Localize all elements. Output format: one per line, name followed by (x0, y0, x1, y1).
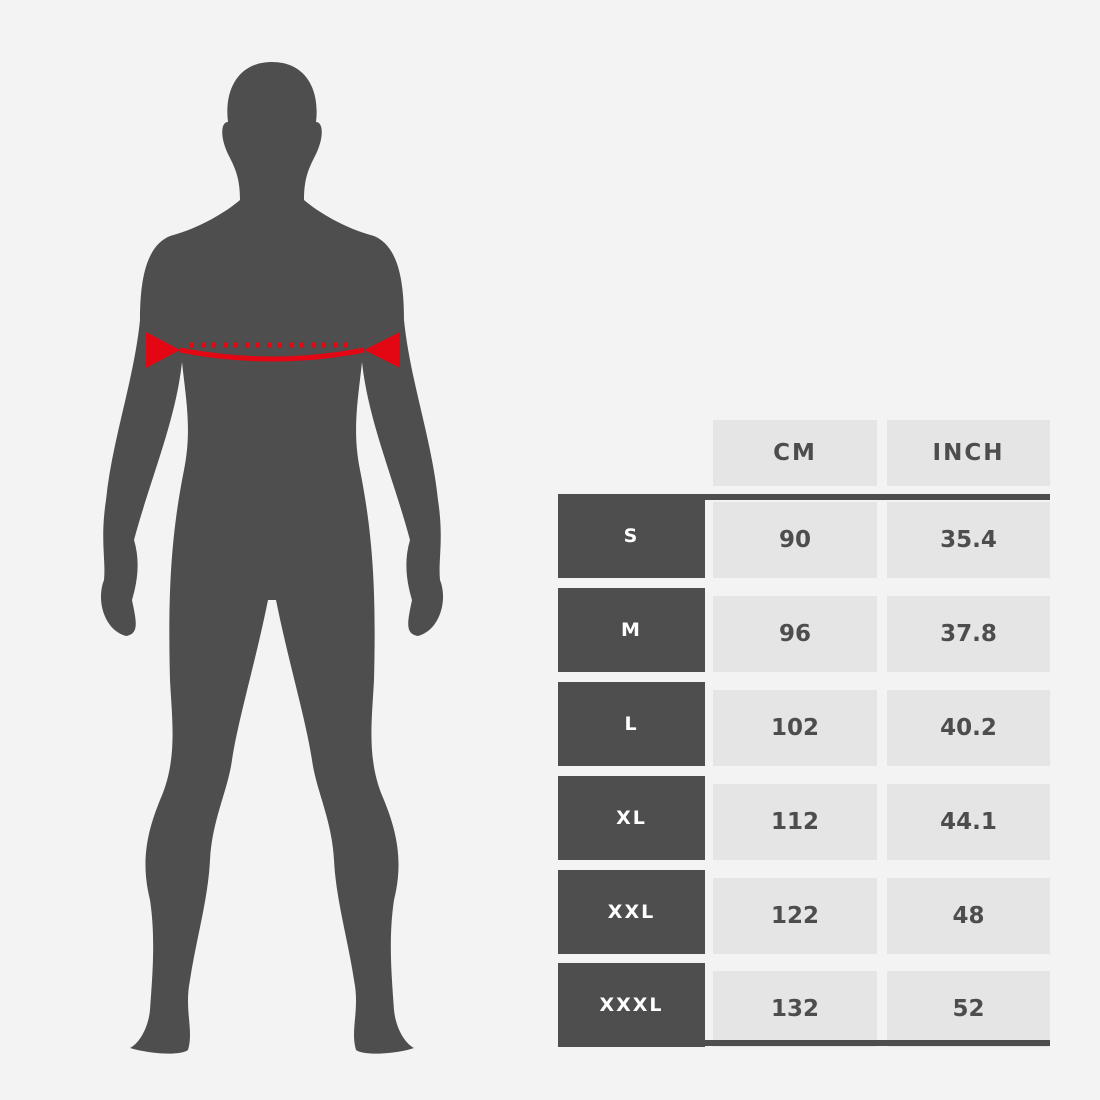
measure-line (179, 347, 365, 362)
cm-value: 102 (713, 690, 877, 766)
left-arrow-icon (146, 332, 180, 368)
cm-value: 122 (713, 878, 877, 954)
table-top-rule (705, 494, 1050, 500)
chest-measure-indicator (146, 332, 400, 368)
size-label: S (558, 494, 705, 578)
table-row: L 102 40.2 (558, 682, 1050, 766)
right-arrow-icon (364, 332, 400, 368)
table-row: XXL 122 48 (558, 870, 1050, 954)
cm-value: 132 (713, 971, 877, 1047)
table-row: M 96 37.8 (558, 588, 1050, 672)
header-inch: INCH (887, 420, 1050, 486)
table-row: XL 112 44.1 (558, 776, 1050, 860)
human-figure (100, 62, 444, 1054)
body-silhouette (100, 62, 444, 1054)
inch-value: 35.4 (887, 502, 1050, 578)
table-bottom-rule (558, 1040, 1050, 1046)
cm-value: 112 (713, 784, 877, 860)
inch-value: 52 (887, 971, 1050, 1047)
size-label: L (558, 682, 705, 766)
inch-value: 44.1 (887, 784, 1050, 860)
table-row: S 90 35.4 (558, 494, 1050, 578)
inch-value: 48 (887, 878, 1050, 954)
table-row: XXXL 132 52 (558, 963, 1050, 1047)
inch-value: 37.8 (887, 596, 1050, 672)
size-label: XXL (558, 870, 705, 954)
header-cm: CM (713, 420, 877, 486)
inch-value: 40.2 (887, 690, 1050, 766)
cm-value: 90 (713, 502, 877, 578)
size-label: M (558, 588, 705, 672)
size-label: XXXL (558, 963, 705, 1047)
size-label: XL (558, 776, 705, 860)
cm-value: 96 (713, 596, 877, 672)
